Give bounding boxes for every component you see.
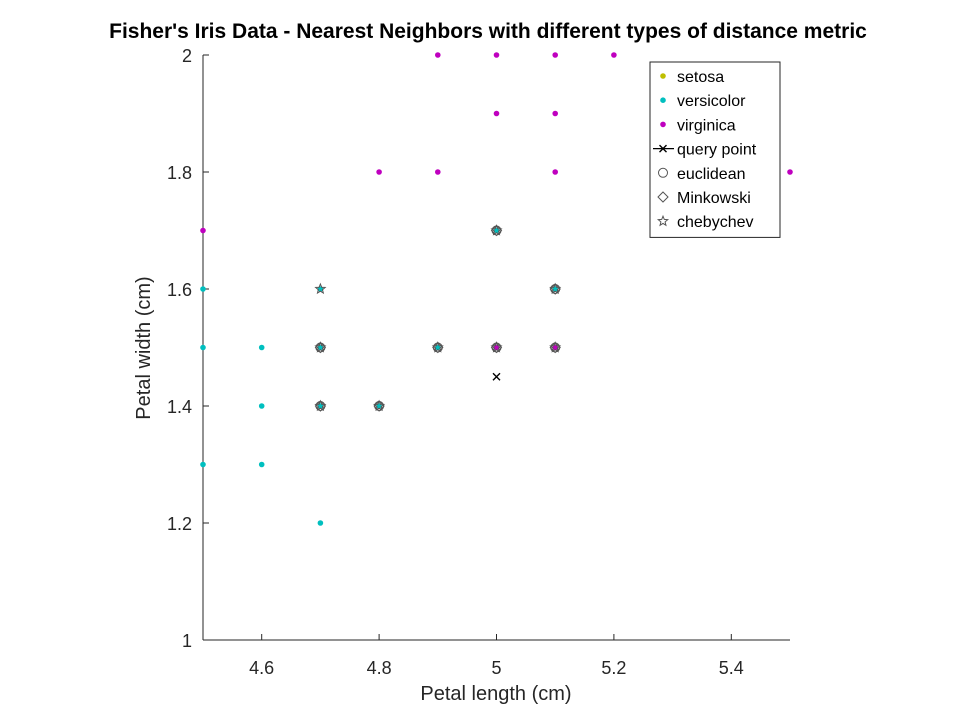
data-point	[549, 341, 562, 353]
y-tick-label: 1.2	[167, 514, 192, 534]
y-tick-label: 2	[182, 46, 192, 66]
x-axis-label: Petal length (cm)	[420, 683, 571, 705]
data-point	[258, 344, 265, 351]
x-tick-label: 4.8	[367, 658, 392, 678]
legend-item: query point	[653, 142, 757, 159]
data-point	[258, 461, 265, 468]
legend-marker	[657, 191, 669, 203]
x-tick-label: 5	[491, 658, 501, 678]
y-tick-label: 1.4	[167, 397, 192, 417]
series-minkowski	[314, 224, 561, 412]
data-point	[317, 520, 324, 526]
y-tick-label: 1.6	[167, 280, 192, 300]
series-query-point	[492, 372, 501, 381]
legend-label: virginica	[677, 117, 736, 134]
legend-label: query point	[677, 142, 757, 159]
legend-item: euclidean	[658, 166, 746, 183]
data-point	[373, 399, 386, 412]
legend-label: setosa	[677, 69, 724, 86]
data-point	[258, 403, 265, 409]
data-point	[490, 341, 503, 353]
axes: 4.6 4.8 5 5.2 5.4 1 1.2 1.4 1.6 1.8 2	[167, 46, 790, 678]
data-point	[490, 224, 503, 236]
y-axis-label: Petal width (cm)	[133, 276, 155, 419]
legend-label: versicolor	[677, 93, 746, 110]
legend-box	[649, 61, 781, 238]
data-point	[431, 341, 444, 353]
data-point	[200, 461, 206, 468]
x-tick-label: 5.2	[601, 658, 626, 678]
legend-item: Minkowski	[657, 190, 751, 207]
data-point	[314, 282, 327, 295]
data-marks	[200, 52, 793, 526]
series-versicolor	[200, 227, 558, 526]
series-euclidean	[315, 225, 561, 411]
legend-label: Minkowski	[677, 190, 751, 207]
series-chebychev	[314, 224, 562, 412]
data-point	[493, 52, 500, 58]
legend-item: virginica	[660, 117, 736, 134]
data-point	[787, 169, 793, 175]
legend-marker	[656, 214, 670, 227]
legend-label: chebychev	[677, 214, 754, 231]
data-point	[200, 227, 206, 234]
data-point	[493, 110, 500, 117]
data-point	[200, 344, 206, 351]
y-tick-label: 1	[182, 631, 192, 651]
legend-item: versicolor	[660, 93, 746, 110]
data-point	[549, 282, 562, 295]
x-tick-label: 4.6	[249, 658, 274, 678]
x-tick-label: 5.4	[719, 658, 744, 678]
legend-item: setosa	[660, 69, 724, 86]
data-point	[200, 286, 206, 292]
data-point	[435, 169, 441, 175]
legend-marker	[660, 97, 666, 103]
legend-marker	[660, 121, 666, 128]
data-point	[552, 52, 558, 58]
y-tick-label: 1.8	[167, 163, 192, 183]
data-point	[611, 52, 617, 58]
data-point	[435, 52, 441, 58]
data-point	[552, 110, 558, 117]
data-point	[314, 399, 327, 412]
legend-marker	[659, 144, 667, 153]
chart-title: Fisher's Iris Data - Nearest Neighbors w…	[109, 20, 867, 43]
data-point	[552, 169, 558, 175]
legend-marker	[658, 167, 668, 178]
legend-marker	[660, 73, 666, 79]
legend: setosa versicolor virginica query point eucl…	[649, 61, 781, 238]
legend-item: chebychev	[656, 214, 754, 231]
data-point	[376, 169, 382, 175]
legend-label: euclidean	[677, 166, 746, 183]
data-point	[314, 341, 327, 353]
data-point	[492, 372, 501, 381]
